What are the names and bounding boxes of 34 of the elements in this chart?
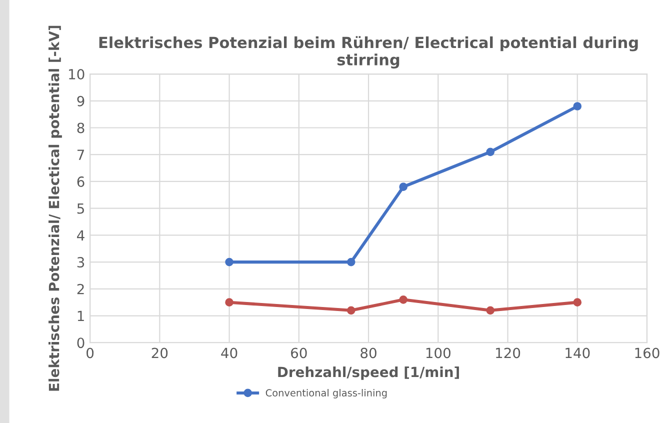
- chart-title: Elektrisches Potenzial beim Rühren/ Electrical potential during stirring: [99, 36, 638, 69]
- y-tick-label: 4: [77, 230, 84, 240]
- x-tick-label: 0: [86, 348, 94, 358]
- legend-label: Conventional glass-lining: [266, 388, 387, 398]
- y-tick-label: 7: [77, 150, 84, 160]
- x-tick-label: 120: [496, 348, 520, 358]
- point: [225, 258, 234, 266]
- y-tick-label: 6: [77, 176, 84, 187]
- y-tick-label: 10: [69, 68, 84, 80]
- y-tick-label: 9: [77, 96, 84, 106]
- y-tick-label: 3: [77, 257, 84, 268]
- y-tick-label: 1: [78, 310, 84, 322]
- y-tick-label: 5: [77, 203, 84, 214]
- x-tick-label: 160: [635, 348, 660, 358]
- point: [486, 306, 495, 315]
- x-tick-label: 60: [291, 348, 307, 358]
- point: [399, 182, 408, 192]
- point: [573, 298, 582, 307]
- x-tick-label: 20: [152, 348, 168, 358]
- y-axis-title: Elektrisches Potenzial/ Electical potential [-kV]: [48, 26, 62, 391]
- y-tick-label: 2: [77, 284, 84, 294]
- y-tick-label: 0: [77, 338, 84, 348]
- x-axis-title: Drehzahl/speed [1/min]: [278, 366, 459, 380]
- point: [573, 102, 582, 110]
- point: [346, 306, 356, 315]
- x-tick-label: 40: [221, 348, 238, 358]
- x-tick-label: 100: [426, 348, 450, 358]
- point: [225, 298, 234, 307]
- y-tick-label: 8: [77, 122, 84, 134]
- point: [399, 295, 408, 304]
- point: [486, 148, 495, 156]
- x-tick-label: 80: [360, 348, 376, 358]
- x-tick-label: 140: [566, 348, 590, 358]
- point: [346, 258, 356, 266]
